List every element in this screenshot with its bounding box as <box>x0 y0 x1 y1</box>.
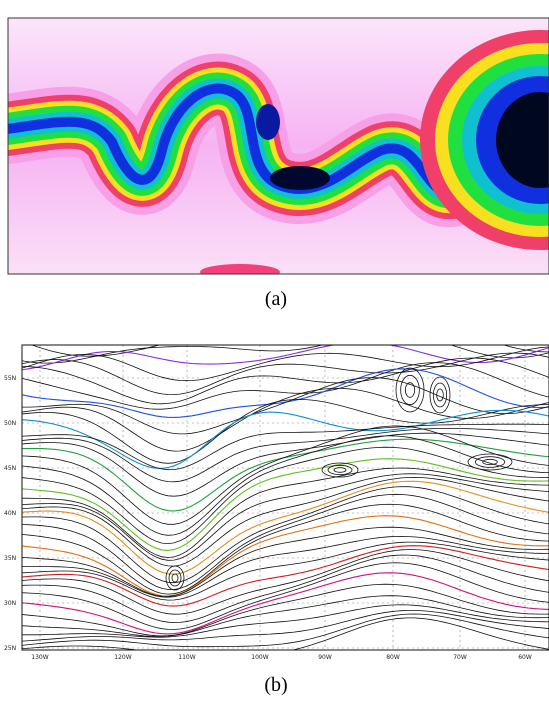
lon-label: 60W <box>518 654 532 661</box>
field-band <box>8 30 549 250</box>
eddy <box>467 453 513 471</box>
lon-label: 100W <box>251 654 268 661</box>
panel-b-frame <box>21 344 549 651</box>
streamline <box>22 428 549 483</box>
streamline <box>22 423 549 471</box>
eddy <box>400 374 420 406</box>
contour <box>22 515 549 597</box>
contour <box>22 458 549 551</box>
streamline <box>22 435 549 536</box>
eddy <box>436 388 444 402</box>
lat-label: 45N <box>4 465 16 472</box>
streamline <box>22 541 549 601</box>
streamline <box>22 549 549 615</box>
lon-label: 90W <box>318 654 332 661</box>
field-blob <box>200 264 280 274</box>
streamline <box>22 362 549 410</box>
streamline <box>22 346 549 382</box>
eddy <box>482 458 498 466</box>
lat-label: 30N <box>4 600 16 607</box>
eddy <box>333 467 347 473</box>
streamline <box>22 345 549 364</box>
lat-label: 35N <box>4 555 16 562</box>
streamline <box>22 446 549 545</box>
streamline <box>22 432 549 497</box>
streamline <box>22 604 549 638</box>
streamline <box>22 595 549 637</box>
streamline <box>22 503 549 595</box>
streamline <box>22 476 549 567</box>
streamline <box>22 526 549 597</box>
map-grid <box>22 345 549 650</box>
contour <box>22 345 549 371</box>
streamline <box>22 425 549 525</box>
streamline <box>22 554 549 624</box>
contour <box>22 545 549 607</box>
streamline <box>22 617 549 650</box>
lat-label: 55N <box>4 375 16 382</box>
lon-label: 110W <box>178 654 195 661</box>
streamline <box>22 535 549 598</box>
eddy <box>432 382 448 408</box>
streamline <box>22 613 549 648</box>
contour <box>22 409 549 469</box>
vortex <box>256 104 280 140</box>
panel-a-image <box>8 18 549 274</box>
lat-label: 25N <box>4 645 16 652</box>
lat-label: 40N <box>4 510 16 517</box>
lon-label: 70W <box>453 654 467 661</box>
eddy <box>171 573 179 583</box>
eddy <box>165 565 185 591</box>
lon-label: 80W <box>386 654 400 661</box>
streamlines <box>22 345 549 650</box>
eddy <box>395 367 425 413</box>
lat-label: 50N <box>4 420 16 427</box>
panel-a-frame <box>7 17 549 275</box>
streamline <box>22 398 549 464</box>
contour <box>22 572 549 635</box>
eddy <box>321 462 359 478</box>
panel-b-image <box>22 345 549 650</box>
streamline <box>22 473 549 561</box>
eddy <box>404 382 416 398</box>
caption-a: (a) <box>265 288 287 310</box>
eddy <box>474 456 506 468</box>
streamline <box>22 583 549 637</box>
streamline <box>22 377 549 435</box>
streamline <box>22 467 549 558</box>
streamline <box>30 345 549 357</box>
lon-label: 120W <box>114 654 131 661</box>
map-ticks: 55N 50N 45N 40N 35N 30N 25N 130W 120W 110W 100W 90W… <box>4 375 532 661</box>
streamline <box>22 486 549 584</box>
streamline <box>22 562 549 630</box>
caption-b: (b) <box>264 674 287 696</box>
streamline <box>22 610 549 642</box>
lon-label: 130W <box>31 654 48 661</box>
eddy <box>429 376 451 414</box>
eddy <box>168 569 182 587</box>
streamline <box>22 357 549 405</box>
streamline <box>22 387 549 452</box>
eddy <box>327 464 353 476</box>
streamline <box>22 352 549 396</box>
vortex <box>270 166 330 190</box>
streamline <box>22 493 549 590</box>
contour <box>22 480 549 575</box>
vortex <box>496 92 549 188</box>
